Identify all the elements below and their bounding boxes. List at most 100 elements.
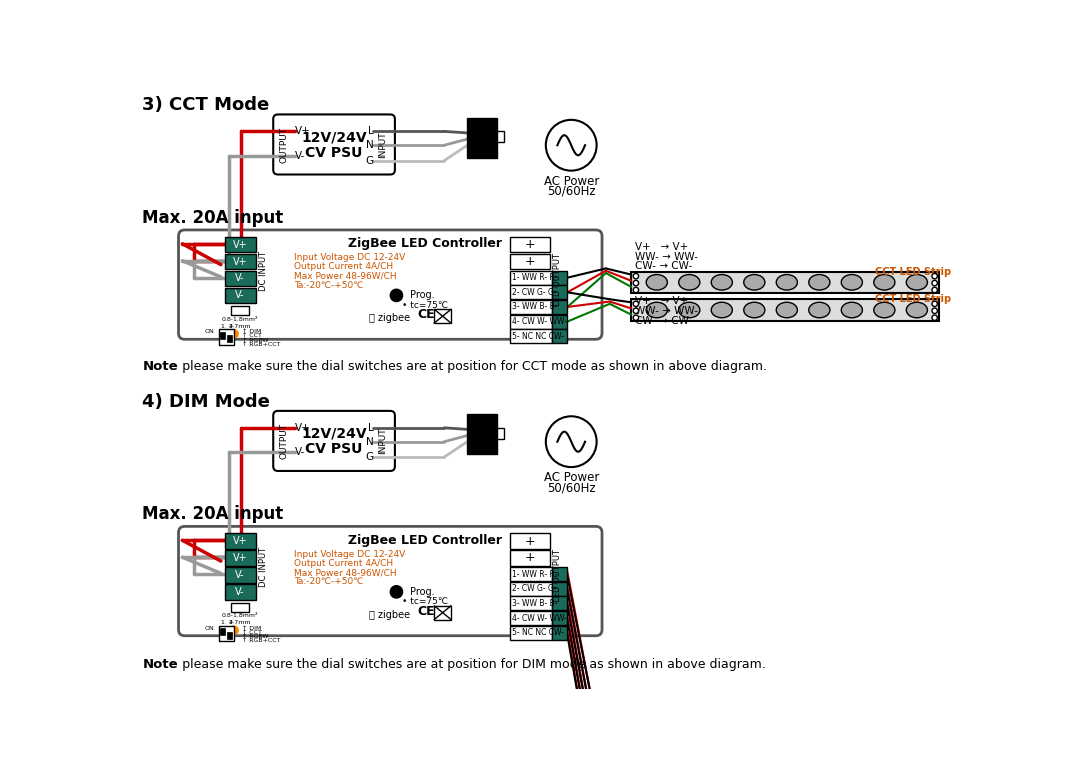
Text: Note: Note [142, 659, 178, 672]
Circle shape [633, 280, 639, 286]
Text: Output Current 4A/CH: Output Current 4A/CH [294, 262, 393, 272]
Bar [509, 271, 552, 285]
Text: Note: Note [142, 360, 178, 373]
Text: LED OUTPUT: LED OUTPUT [553, 253, 562, 306]
Text: CV PSU: CV PSU [305, 146, 363, 160]
Text: V+: V+ [295, 423, 311, 433]
Ellipse shape [679, 275, 700, 290]
Ellipse shape [808, 303, 830, 318]
Text: G: G [365, 156, 374, 166]
FancyBboxPatch shape [273, 115, 395, 174]
Text: 1- WW R- R-: 1- WW R- R- [512, 570, 557, 579]
Text: • tc=75℃: • tc=75℃ [402, 598, 447, 606]
Text: V+: V+ [233, 536, 248, 546]
Bar [227, 335, 233, 342]
Text: G: G [365, 452, 374, 462]
Ellipse shape [874, 275, 895, 290]
Bar [509, 315, 552, 328]
Text: • tc=75℃: • tc=75℃ [402, 301, 447, 310]
Bar [435, 606, 451, 619]
Text: 2- CW G- G-: 2- CW G- G- [512, 288, 556, 296]
Bar [224, 550, 255, 566]
Text: 5- NC NC CW-: 5- NC NC CW- [512, 332, 564, 341]
Bar [552, 271, 567, 285]
Text: Max. 20A input: Max. 20A input [142, 505, 284, 523]
Text: V-: V- [295, 151, 305, 161]
Ellipse shape [646, 275, 668, 290]
Text: 4-7mm: 4-7mm [229, 324, 251, 329]
Text: N: N [365, 140, 374, 150]
Text: +: + [524, 535, 535, 547]
Ellipse shape [743, 303, 765, 318]
Text: 12V/24V: 12V/24V [301, 427, 367, 441]
Text: Ta:-20℃-+50℃: Ta:-20℃-+50℃ [294, 577, 363, 587]
Text: 3) CCT Mode: 3) CCT Mode [142, 96, 269, 115]
FancyBboxPatch shape [273, 411, 395, 471]
Text: N: N [365, 437, 374, 447]
Bar [631, 300, 939, 320]
Text: CCT LED Strip: CCT LED Strip [875, 294, 951, 304]
Ellipse shape [743, 275, 765, 290]
FancyBboxPatch shape [178, 230, 602, 339]
Circle shape [390, 289, 403, 302]
Ellipse shape [808, 275, 830, 290]
Text: V-: V- [295, 447, 305, 457]
Ellipse shape [842, 275, 862, 290]
FancyBboxPatch shape [178, 526, 602, 635]
Text: Max Power 48-96W/CH: Max Power 48-96W/CH [294, 568, 396, 577]
Circle shape [633, 273, 639, 279]
Text: CE: CE [418, 604, 435, 618]
Bar [219, 625, 234, 641]
Bar [497, 132, 504, 142]
Text: Prog.: Prog. [409, 587, 435, 597]
Text: V-: V- [235, 290, 245, 300]
Text: V+   → V+: V+ → V+ [635, 296, 689, 306]
Text: ⦻ zigbee: ⦻ zigbee [370, 313, 410, 324]
Text: :  please make sure the dial switches are at position for DIM mode as shown in a: : please make sure the dial switches are… [170, 659, 766, 672]
Bar [224, 567, 255, 583]
Text: V+: V+ [295, 126, 311, 136]
Text: V-: V- [235, 273, 245, 283]
Bar [224, 288, 255, 303]
Text: 12V/24V: 12V/24V [301, 131, 367, 145]
Bar [220, 628, 225, 635]
Text: AC Power: AC Power [544, 471, 599, 485]
Circle shape [633, 308, 639, 313]
Text: DC INPUT: DC INPUT [258, 251, 268, 291]
Bar [509, 254, 550, 269]
Ellipse shape [874, 303, 895, 318]
Text: V+: V+ [233, 256, 248, 266]
Text: 2: 2 [229, 620, 232, 625]
Text: ↑ CCT: ↑ CCT [241, 334, 262, 338]
Text: Max Power 48-96W/CH: Max Power 48-96W/CH [294, 272, 396, 281]
Bar [552, 611, 567, 625]
Text: 2: 2 [229, 324, 232, 329]
Text: 3- WW B- B-: 3- WW B- B- [512, 303, 557, 311]
Circle shape [230, 626, 238, 635]
Text: 1: 1 [220, 324, 224, 329]
Text: ON: ON [204, 329, 214, 334]
Bar [552, 625, 567, 639]
Bar [231, 307, 249, 316]
Circle shape [633, 287, 639, 293]
Bar [509, 300, 552, 314]
Circle shape [633, 315, 639, 320]
Text: ⦻ zigbee: ⦻ zigbee [370, 610, 410, 620]
Text: Max. 20A input: Max. 20A input [142, 209, 284, 227]
Ellipse shape [907, 303, 927, 318]
Text: ZigBee LED Controller: ZigBee LED Controller [348, 534, 502, 546]
Text: 2- CW G- G-: 2- CW G- G- [512, 584, 556, 593]
Text: 4-7mm: 4-7mm [229, 620, 251, 625]
Text: 1: 1 [220, 620, 224, 625]
Text: 50/60Hz: 50/60Hz [547, 481, 596, 495]
Text: L: L [367, 126, 374, 136]
Ellipse shape [711, 275, 733, 290]
Bar [552, 329, 567, 343]
Text: V+   → V+: V+ → V+ [635, 242, 689, 252]
Circle shape [546, 120, 597, 170]
Bar [231, 603, 249, 612]
Text: CV PSU: CV PSU [305, 443, 363, 457]
Bar [509, 237, 550, 252]
Circle shape [546, 416, 597, 467]
Bar [509, 533, 550, 549]
